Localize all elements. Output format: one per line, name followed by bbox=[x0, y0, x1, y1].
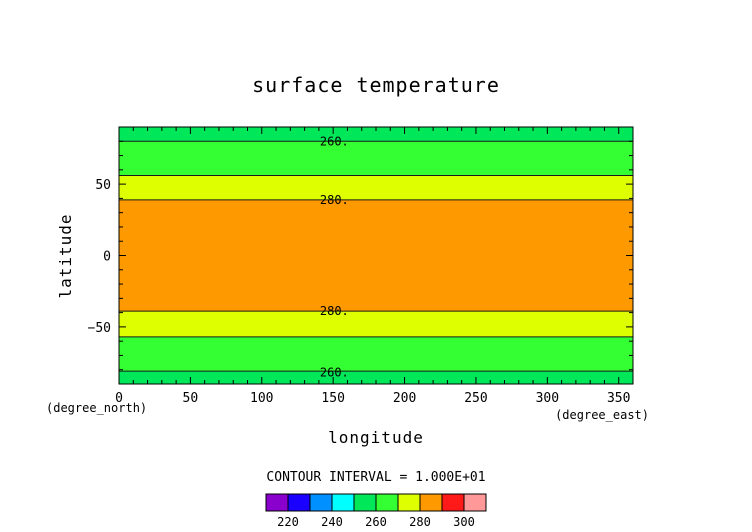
colorbar-swatch-8 bbox=[442, 494, 464, 511]
temperature-bands bbox=[119, 127, 633, 384]
colorbar-label-3: 280 bbox=[409, 515, 431, 529]
temperature-band-4 bbox=[119, 311, 633, 337]
colorbar-label-0: 220 bbox=[277, 515, 299, 529]
colorbar-swatch-9 bbox=[464, 494, 486, 511]
temperature-band-2 bbox=[119, 175, 633, 200]
temperature-band-5 bbox=[119, 336, 633, 372]
colorbar-frame bbox=[265, 493, 487, 512]
x-tick-label-5: 250 bbox=[464, 391, 487, 406]
colorbar bbox=[265, 493, 487, 512]
colorbar-swatch-0 bbox=[266, 494, 288, 511]
x-tick-label-3: 150 bbox=[321, 391, 344, 406]
colorbar-swatch-1 bbox=[288, 494, 310, 511]
colorbar-swatch-2 bbox=[310, 494, 332, 511]
temperature-band-1 bbox=[119, 141, 633, 176]
x-unit-label: (degree_east) bbox=[555, 408, 649, 422]
y-tick-label-2: 50 bbox=[95, 178, 111, 193]
colorbar-label-4: 300 bbox=[453, 515, 475, 529]
y-unit-label: (degree_north) bbox=[46, 401, 147, 415]
colorbar-swatch-6 bbox=[398, 494, 420, 511]
x-axis-ticks: 0 50 100 150 200 250 300 350 bbox=[115, 127, 630, 406]
chart-title: surface temperature bbox=[252, 73, 500, 97]
x-tick-label-4: 200 bbox=[393, 391, 416, 406]
x-tick-label-1: 50 bbox=[183, 391, 199, 406]
colorbar-label-2: 260 bbox=[365, 515, 387, 529]
colorbar-labels: 220 240 260 280 300 bbox=[277, 515, 475, 529]
y-tick-label-1: 0 bbox=[103, 250, 111, 265]
y-axis-title: latitude bbox=[56, 213, 75, 298]
colorbar-swatch-7 bbox=[420, 494, 442, 511]
colorbar-swatch-4 bbox=[354, 494, 376, 511]
x-axis-title: longitude bbox=[328, 428, 424, 447]
contour-labels: 260. 280. 280. 260. bbox=[320, 134, 349, 379]
y-axis-ticks: −50 0 50 bbox=[88, 140, 633, 371]
colorbar-swatch-5 bbox=[376, 494, 398, 511]
contour-label-0: 260. bbox=[320, 134, 349, 148]
contour-label-2: 280. bbox=[320, 304, 349, 318]
contour-lines bbox=[119, 140, 633, 372]
contour-label-3: 260. bbox=[320, 366, 349, 380]
x-tick-label-0: 0 bbox=[115, 391, 123, 406]
colorbar-swatch-3 bbox=[332, 494, 354, 511]
colorbar-label-1: 240 bbox=[321, 515, 343, 529]
contour-label-1: 280. bbox=[320, 193, 349, 207]
y-tick-label-0: −50 bbox=[88, 321, 111, 336]
contour-interval-label: CONTOUR INTERVAL = 1.000E+01 bbox=[266, 470, 485, 485]
x-tick-label-6: 300 bbox=[536, 391, 559, 406]
x-tick-label-2: 100 bbox=[250, 391, 273, 406]
temperature-band-3 bbox=[119, 199, 633, 312]
x-tick-label-7: 350 bbox=[607, 391, 630, 406]
